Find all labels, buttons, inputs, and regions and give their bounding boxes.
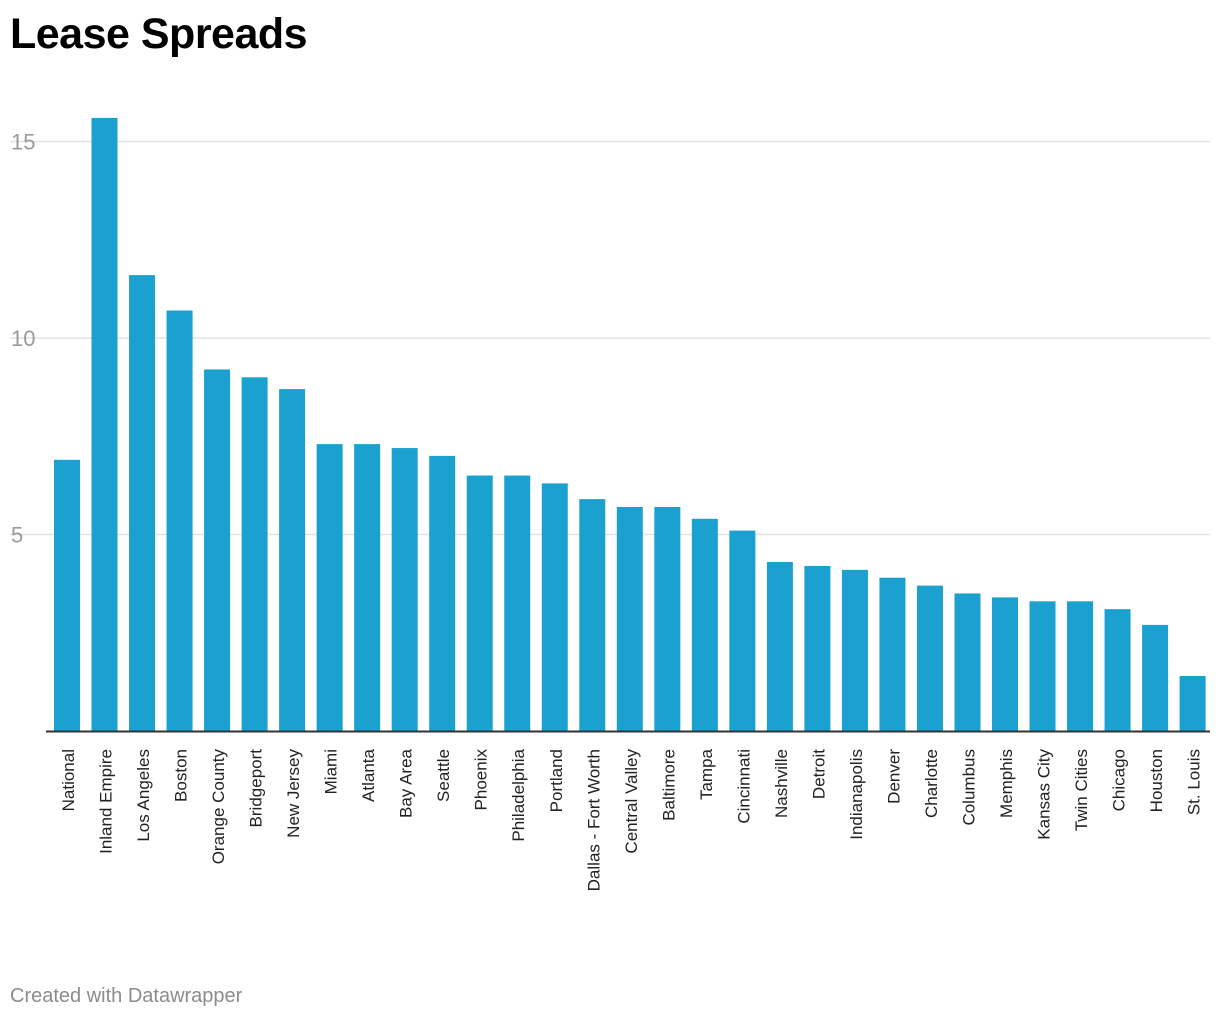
bar bbox=[54, 459, 80, 731]
x-category-label: Bridgeport bbox=[247, 749, 266, 828]
bar bbox=[1179, 675, 1206, 731]
bar bbox=[241, 377, 268, 731]
x-category-label: Memphis bbox=[997, 749, 1016, 818]
x-category-label: St. Louis bbox=[1185, 749, 1204, 815]
x-category-label: New Jersey bbox=[284, 749, 303, 838]
x-category-label: Baltimore bbox=[659, 749, 678, 821]
bar bbox=[279, 389, 306, 731]
x-category-label: Detroit bbox=[809, 749, 828, 799]
x-category-label: Charlotte bbox=[922, 749, 941, 818]
x-category-label: Seattle bbox=[434, 749, 453, 802]
x-category-label: Columbus bbox=[959, 749, 978, 826]
x-category-label: Cincinnati bbox=[734, 749, 753, 824]
bar bbox=[729, 530, 756, 731]
y-axis-tick-labels: 5 10 15 bbox=[11, 130, 35, 548]
x-category-label: Boston bbox=[172, 749, 191, 802]
bar bbox=[1067, 601, 1094, 731]
x-category-label: Inland Empire bbox=[97, 749, 116, 854]
bar bbox=[616, 506, 643, 731]
chart-title: Lease Spreads bbox=[10, 10, 308, 58]
x-category-label: Houston bbox=[1147, 749, 1166, 812]
bar bbox=[204, 369, 231, 731]
y-tick-label: 10 bbox=[11, 326, 35, 351]
bar bbox=[804, 565, 831, 731]
bar bbox=[391, 448, 418, 731]
bar bbox=[1142, 624, 1169, 731]
bar bbox=[91, 117, 118, 732]
x-category-label: Dallas - Fort Worth bbox=[584, 749, 603, 891]
x-category-label: Philadelphia bbox=[509, 748, 528, 841]
x-category-label: Los Angeles bbox=[134, 749, 153, 842]
x-category-label: Tampa bbox=[697, 748, 716, 800]
bar bbox=[992, 597, 1018, 731]
bar bbox=[841, 569, 868, 731]
bar bbox=[129, 275, 156, 731]
bar bbox=[541, 483, 568, 731]
x-category-label: Central Valley bbox=[622, 749, 641, 854]
x-category-label: Indianapolis bbox=[847, 749, 866, 840]
x-category-label: Phoenix bbox=[472, 749, 491, 811]
bar bbox=[654, 506, 681, 731]
bar bbox=[954, 593, 981, 731]
bar bbox=[579, 499, 606, 731]
footer-credit: Created with Datawrapper bbox=[10, 985, 243, 1007]
y-tick-label: 15 bbox=[11, 130, 35, 155]
x-category-label: Bay Area bbox=[397, 748, 416, 818]
bars bbox=[54, 117, 1206, 732]
bar bbox=[316, 444, 343, 731]
bar bbox=[1029, 601, 1056, 731]
bar bbox=[429, 455, 456, 731]
x-axis-category-labels: National Inland Empire Los Angeles Boston Or… bbox=[59, 748, 1204, 891]
x-category-label: Denver bbox=[884, 749, 903, 804]
bar bbox=[354, 444, 381, 731]
bar bbox=[879, 577, 906, 731]
x-category-label: Kansas City bbox=[1035, 749, 1054, 840]
x-category-label: Atlanta bbox=[359, 748, 378, 801]
x-category-label: Twin Cities bbox=[1072, 749, 1091, 831]
x-category-label: Orange County bbox=[209, 749, 228, 865]
bar bbox=[916, 585, 943, 731]
x-category-label: National bbox=[59, 749, 78, 811]
x-category-label: Nashville bbox=[772, 749, 791, 818]
x-category-label: Chicago bbox=[1110, 749, 1129, 811]
bar bbox=[1104, 609, 1131, 731]
bar bbox=[466, 475, 493, 731]
bar bbox=[691, 518, 718, 731]
y-tick-label: 5 bbox=[11, 523, 23, 548]
bar bbox=[766, 562, 793, 731]
x-category-label: Portland bbox=[547, 749, 566, 812]
bar bbox=[166, 310, 193, 731]
x-category-label: Miami bbox=[322, 749, 341, 794]
bar bbox=[504, 475, 531, 731]
